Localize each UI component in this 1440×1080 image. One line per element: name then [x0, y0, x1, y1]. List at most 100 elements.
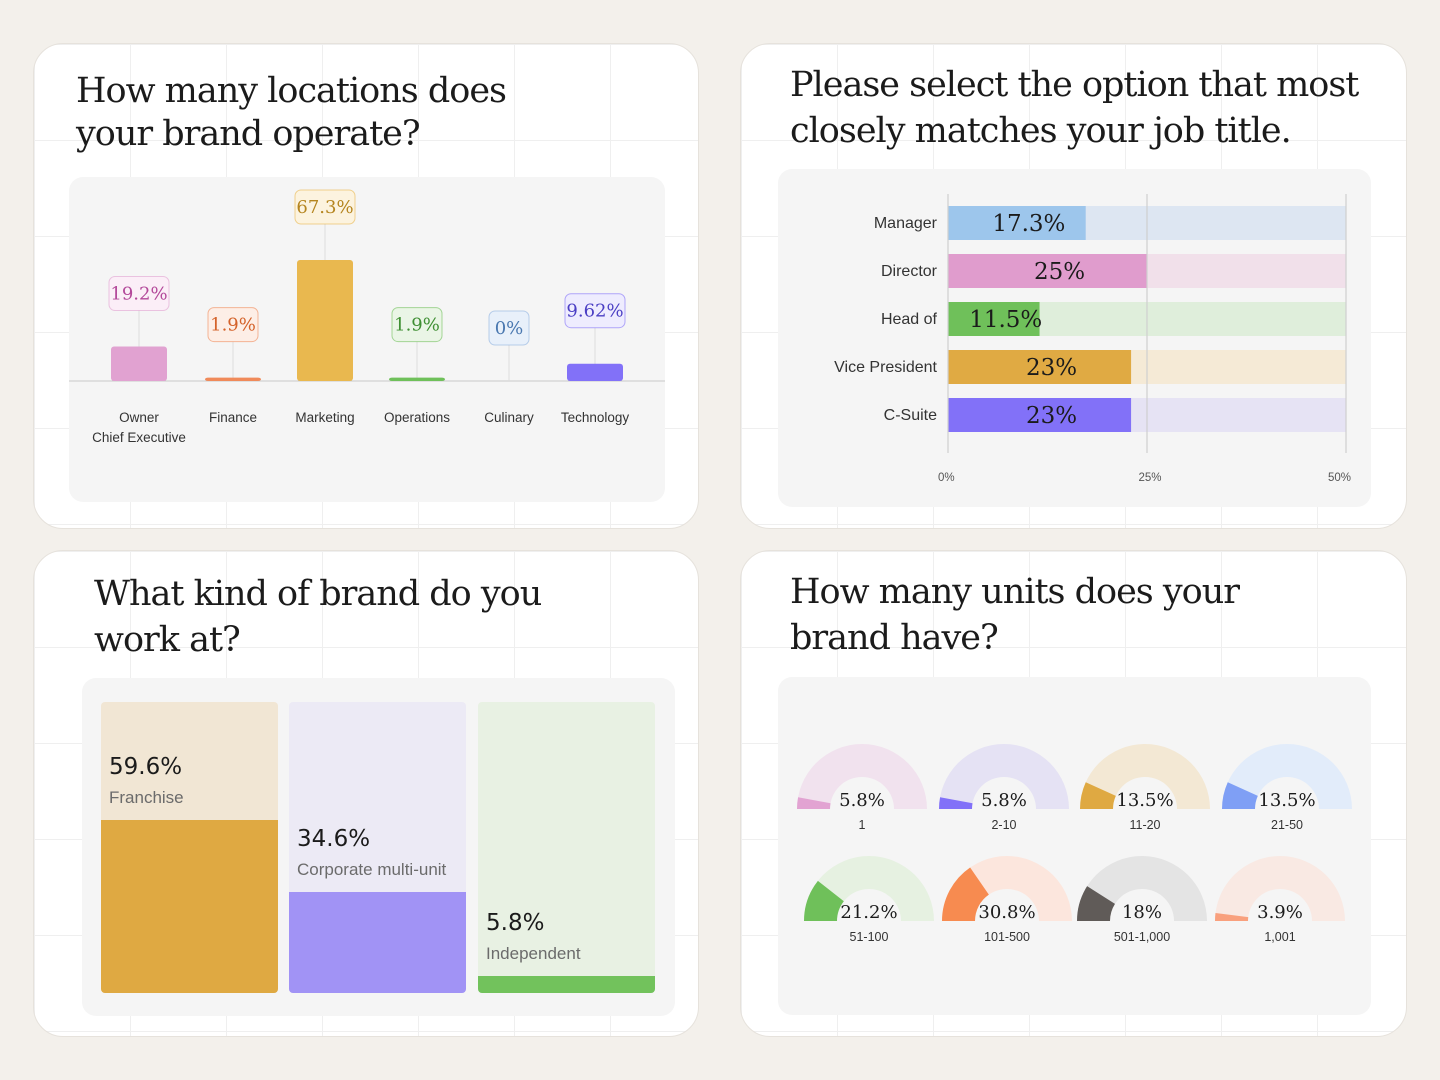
title-line-2: work at?: [94, 620, 241, 660]
value-label: 21.2%: [840, 902, 897, 923]
job-title-bar-chart: Manager Director Head of Vice President C-Su…: [834, 194, 1351, 484]
column-track: [478, 702, 655, 993]
gauge-track: [797, 744, 927, 809]
category-label: Director: [881, 263, 938, 280]
title-line-2: your brand operate?: [76, 114, 421, 154]
chart-panel: 59.6% Franchise 34.6% Corporate multi-unit 5…: [82, 678, 675, 1016]
gauge-fill: [942, 867, 989, 921]
gauge-fill: [1077, 886, 1115, 921]
gauge-fill: [1080, 782, 1116, 809]
title-line-1: What kind of brand do you: [94, 574, 542, 614]
category-label: 2-10: [991, 818, 1016, 832]
card-title: Please select the option that most close…: [790, 62, 1359, 154]
category-label: 51-100: [850, 930, 889, 944]
title-line-2: brand have?: [790, 618, 999, 658]
value-label: 19.2%: [110, 283, 167, 304]
category-label: Vice President: [834, 359, 937, 376]
category-label: 501-1,000: [1114, 930, 1170, 944]
category-label: Head of: [881, 311, 938, 328]
value-label: 30.8%: [978, 902, 1035, 923]
value-label: 23%: [1026, 403, 1077, 429]
category-label: 101-500: [984, 930, 1030, 944]
value-label: 13.5%: [1116, 790, 1173, 811]
column-fill: [478, 976, 655, 993]
category-label: Chief Executive: [92, 430, 186, 445]
chart-panel: 5.8% 1 5.8% 2-10 13.5% 11-20 13.5% 21-50 21.2% 51…: [778, 677, 1371, 1015]
bar: [297, 260, 353, 381]
column-fill: [289, 892, 466, 993]
value-label: 9.62%: [566, 301, 623, 322]
gauge-fill: [939, 797, 973, 809]
value-label: 11.5%: [969, 307, 1042, 333]
card-locations: How many locations does your brand opera…: [33, 43, 699, 529]
value-label: 23%: [1026, 355, 1077, 381]
value-label: 5.8%: [981, 790, 1027, 811]
gauge-fill: [1222, 782, 1258, 809]
value-label: 13.5%: [1258, 790, 1315, 811]
value-label-box: [207, 307, 259, 343]
tick-label: 50%: [1328, 472, 1351, 484]
card-title: How many locations does your brand opera…: [76, 70, 507, 156]
value-label: 34.6%: [297, 826, 371, 853]
category-label: Corporate multi-unit: [297, 860, 447, 880]
category-label: Marketing: [295, 410, 354, 425]
value-label-box: [391, 307, 443, 343]
value-label: 5.8%: [486, 910, 545, 937]
title-line-1: Please select the option that most: [790, 65, 1359, 105]
card-title: What kind of brand do you work at?: [94, 571, 542, 663]
gauge-fill: [797, 797, 831, 809]
category-label: Manager: [874, 215, 938, 232]
card-brand-kind: What kind of brand do you work at? 59.6%…: [33, 550, 699, 1037]
title-line-1: How many locations does: [76, 71, 507, 111]
category-label: Operations: [384, 410, 450, 425]
category-label: Finance: [209, 410, 257, 425]
title-line-2: closely matches your job title.: [790, 111, 1292, 151]
value-label: 67.3%: [296, 197, 353, 218]
category-label: 11-20: [1129, 818, 1160, 832]
category-label: 1: [859, 818, 866, 832]
bar: [389, 377, 445, 381]
value-label: 0%: [495, 318, 524, 339]
brand-kind-chart: 59.6% Franchise 34.6% Corporate multi-unit 5…: [82, 678, 675, 1016]
bar: [948, 254, 1147, 288]
value-label: 1.9%: [210, 315, 256, 336]
category-label: 21-50: [1271, 818, 1303, 832]
category-label: Owner: [119, 410, 159, 425]
category-label: Independent: [486, 944, 581, 964]
title-line-1: How many units does your: [790, 572, 1240, 612]
category-label: Culinary: [484, 410, 534, 425]
card-job-title: Please select the option that most close…: [740, 43, 1407, 529]
bar: [948, 398, 1132, 432]
bar: [948, 206, 1086, 240]
gauge-track: [1080, 744, 1210, 809]
card-title: How many units does your brand have?: [790, 569, 1240, 661]
value-label: 17.3%: [992, 211, 1065, 237]
gauge-fill: [1215, 913, 1249, 921]
units-gauge-chart: 5.8% 1 5.8% 2-10 13.5% 11-20 13.5% 21-50 21.2% 51…: [797, 744, 1352, 944]
bar: [948, 302, 1040, 336]
value-label-box: [294, 189, 356, 225]
value-label-box: [108, 275, 170, 311]
value-label-box: [564, 293, 626, 329]
value-label: 3.9%: [1257, 902, 1303, 923]
gauge-track: [1215, 856, 1345, 921]
column-fill: [101, 819, 278, 993]
value-label: 18%: [1122, 902, 1162, 923]
gauge-track: [1222, 744, 1352, 809]
bar: [948, 350, 1132, 384]
bar: [111, 346, 167, 381]
column-track: [289, 702, 466, 993]
bar: [567, 363, 623, 381]
category-label: Franchise: [109, 787, 184, 807]
chart-panel: 19.2% Owner Chief Executive 1.9% Finance 67.3…: [69, 177, 665, 502]
chart-panel: Manager Director Head of Vice President C-Su…: [778, 169, 1371, 507]
value-label: 25%: [1034, 259, 1085, 285]
value-label-box: [488, 310, 530, 346]
tick-label: 0%: [938, 472, 955, 484]
bar: [205, 377, 261, 381]
locations-bar-chart: 19.2% Owner Chief Executive 1.9% Finance 67.3…: [69, 189, 665, 445]
category-label: Technology: [561, 410, 630, 425]
column-track: [101, 702, 278, 993]
value-label: 59.6%: [109, 753, 183, 780]
value-label: 1.9%: [394, 315, 440, 336]
